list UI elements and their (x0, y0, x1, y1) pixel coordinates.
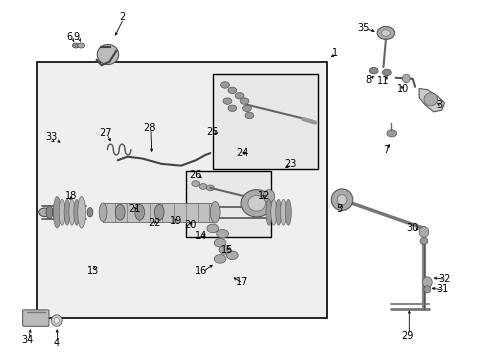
Ellipse shape (241, 190, 272, 217)
Ellipse shape (386, 130, 396, 137)
Ellipse shape (46, 206, 53, 219)
Text: 27: 27 (99, 129, 112, 138)
Ellipse shape (227, 105, 236, 112)
Ellipse shape (72, 43, 79, 48)
Ellipse shape (247, 195, 265, 211)
Ellipse shape (214, 255, 225, 263)
Ellipse shape (214, 238, 225, 247)
Ellipse shape (280, 199, 286, 225)
Text: 18: 18 (65, 191, 78, 201)
Ellipse shape (216, 229, 228, 238)
Ellipse shape (418, 226, 428, 237)
Ellipse shape (270, 199, 276, 225)
Ellipse shape (199, 184, 206, 189)
Ellipse shape (154, 204, 163, 220)
Text: 29: 29 (401, 331, 413, 341)
Ellipse shape (419, 237, 427, 244)
Bar (185, 171, 271, 237)
Text: 13: 13 (87, 266, 99, 276)
Text: 20: 20 (184, 220, 197, 230)
Text: 9: 9 (73, 32, 79, 41)
Ellipse shape (99, 203, 107, 222)
Text: 31: 31 (435, 284, 447, 294)
Text: 6: 6 (66, 32, 72, 41)
Text: 5: 5 (336, 204, 342, 214)
Ellipse shape (206, 224, 218, 233)
Text: 33: 33 (46, 132, 58, 142)
Ellipse shape (227, 87, 236, 94)
Text: 12: 12 (257, 191, 270, 201)
Bar (37, 62, 327, 318)
Ellipse shape (244, 112, 253, 119)
Polygon shape (418, 89, 444, 112)
Ellipse shape (242, 105, 251, 112)
Ellipse shape (191, 181, 199, 186)
Text: 14: 14 (194, 231, 206, 240)
Ellipse shape (78, 197, 85, 228)
FancyBboxPatch shape (22, 310, 49, 326)
Ellipse shape (376, 27, 394, 40)
Ellipse shape (265, 199, 271, 225)
Bar (103, 203, 215, 222)
Ellipse shape (382, 69, 390, 76)
Text: 19: 19 (170, 216, 182, 226)
Ellipse shape (64, 199, 70, 225)
Ellipse shape (220, 82, 229, 88)
Ellipse shape (423, 286, 430, 293)
Ellipse shape (240, 98, 248, 104)
Ellipse shape (422, 277, 431, 288)
Text: 22: 22 (148, 218, 160, 228)
Bar (212, 74, 317, 169)
Text: 3: 3 (436, 100, 442, 110)
Ellipse shape (381, 30, 389, 36)
Ellipse shape (52, 206, 59, 219)
Ellipse shape (69, 199, 75, 225)
Text: 25: 25 (206, 127, 219, 136)
Ellipse shape (235, 93, 244, 99)
Text: 34: 34 (21, 334, 34, 345)
Text: 28: 28 (143, 123, 155, 133)
Ellipse shape (39, 208, 50, 217)
Ellipse shape (135, 204, 144, 220)
Text: 4: 4 (54, 338, 60, 348)
Ellipse shape (97, 44, 119, 64)
Ellipse shape (423, 93, 437, 106)
Ellipse shape (115, 204, 125, 220)
Ellipse shape (54, 318, 59, 324)
Text: 11: 11 (377, 76, 389, 86)
Text: 15: 15 (221, 245, 233, 255)
Text: 21: 21 (128, 204, 141, 214)
Ellipse shape (219, 246, 230, 254)
Text: 7: 7 (382, 144, 388, 154)
Ellipse shape (74, 199, 80, 225)
Ellipse shape (275, 199, 281, 225)
Ellipse shape (53, 197, 61, 228)
Ellipse shape (223, 98, 231, 104)
Ellipse shape (78, 43, 84, 48)
Text: 30: 30 (406, 224, 418, 233)
Ellipse shape (285, 199, 291, 225)
Ellipse shape (368, 67, 377, 74)
Ellipse shape (402, 74, 409, 83)
Ellipse shape (210, 202, 220, 223)
Ellipse shape (330, 189, 352, 211)
Ellipse shape (87, 208, 93, 217)
Text: 26: 26 (189, 170, 202, 180)
Text: 17: 17 (235, 277, 248, 287)
Ellipse shape (336, 195, 346, 205)
Ellipse shape (51, 315, 62, 326)
Ellipse shape (263, 190, 274, 203)
Text: 35: 35 (357, 23, 369, 33)
Ellipse shape (226, 251, 238, 260)
Text: 32: 32 (437, 274, 449, 284)
Text: 24: 24 (235, 148, 248, 158)
Text: 16: 16 (194, 266, 206, 276)
Text: 10: 10 (396, 84, 408, 94)
Text: 8: 8 (365, 75, 371, 85)
Ellipse shape (206, 185, 214, 191)
Text: 2: 2 (119, 12, 125, 22)
Ellipse shape (59, 199, 65, 225)
Text: 1: 1 (331, 48, 337, 58)
Text: 23: 23 (284, 159, 296, 169)
